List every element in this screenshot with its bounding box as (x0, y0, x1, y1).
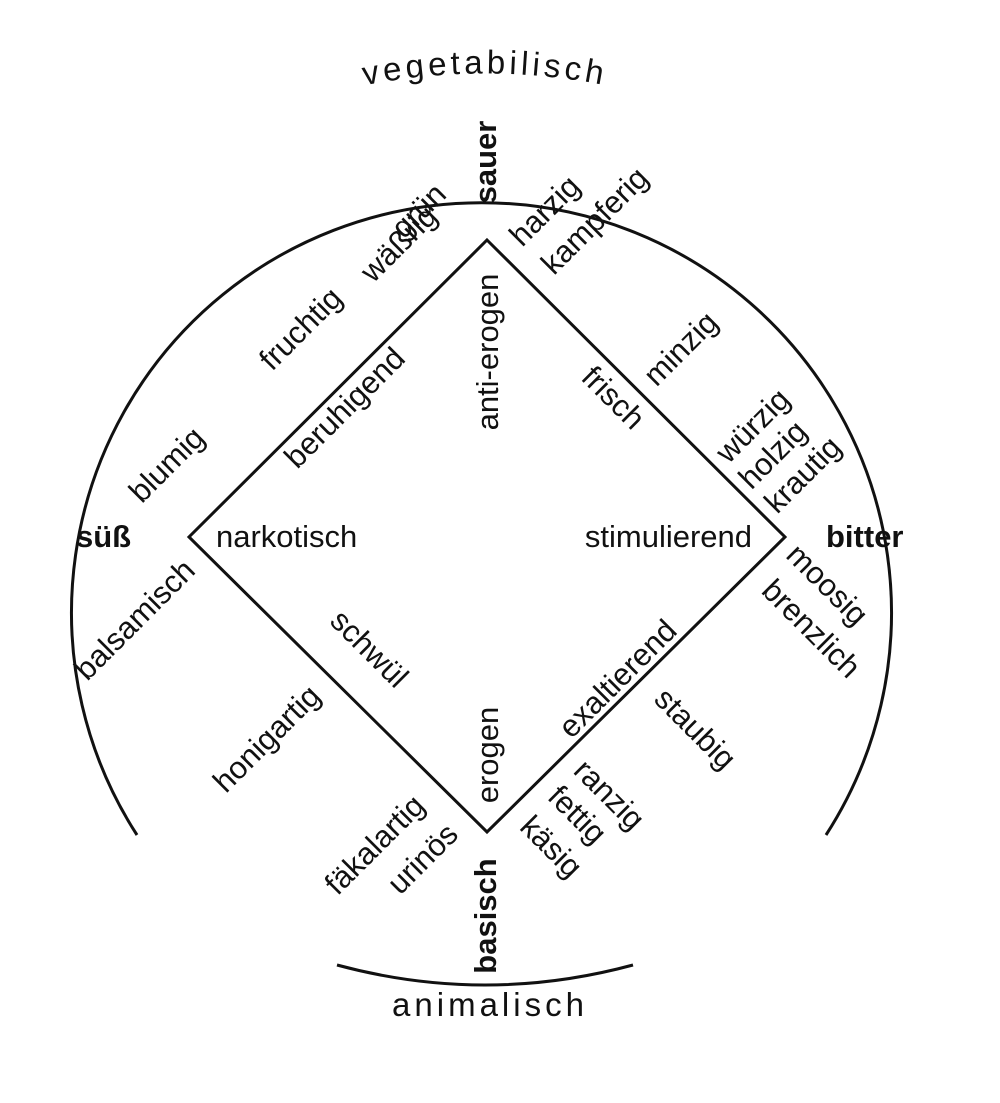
pole-anti-erogen: anti-erogen (470, 274, 505, 431)
arc-label-top: vegetabilisch (359, 43, 611, 92)
diamond (186, 237, 788, 835)
pole-stimulierend: stimulierend (585, 519, 752, 554)
odor-staubig: staubig (648, 681, 743, 776)
odor-honigartig: honigartig (206, 678, 327, 799)
edge-schwuel: schwül (324, 603, 416, 695)
outer-arc-bottom (336, 963, 634, 987)
pole-erogen: erogen (470, 707, 505, 804)
odor-fruchtig: fruchtig (252, 280, 349, 377)
taste-bitter: bitter (826, 519, 904, 554)
taste-suess: süß (76, 519, 131, 554)
taste-basisch: basisch (468, 858, 503, 973)
outer-arc-top (70, 201, 893, 836)
edge-beruhigend: beruhigend (277, 340, 411, 474)
arc-label-bottom: animalisch (392, 986, 588, 1023)
odor-blumig: blumig (122, 420, 211, 509)
odor-minzig: minzig (637, 305, 725, 393)
edge-exaltierend: exaltierend (552, 613, 684, 745)
taste-sauer: sauer (468, 121, 503, 204)
pole-narkotisch: narkotisch (216, 519, 357, 554)
odor-balsamisch: balsamisch (67, 552, 201, 686)
